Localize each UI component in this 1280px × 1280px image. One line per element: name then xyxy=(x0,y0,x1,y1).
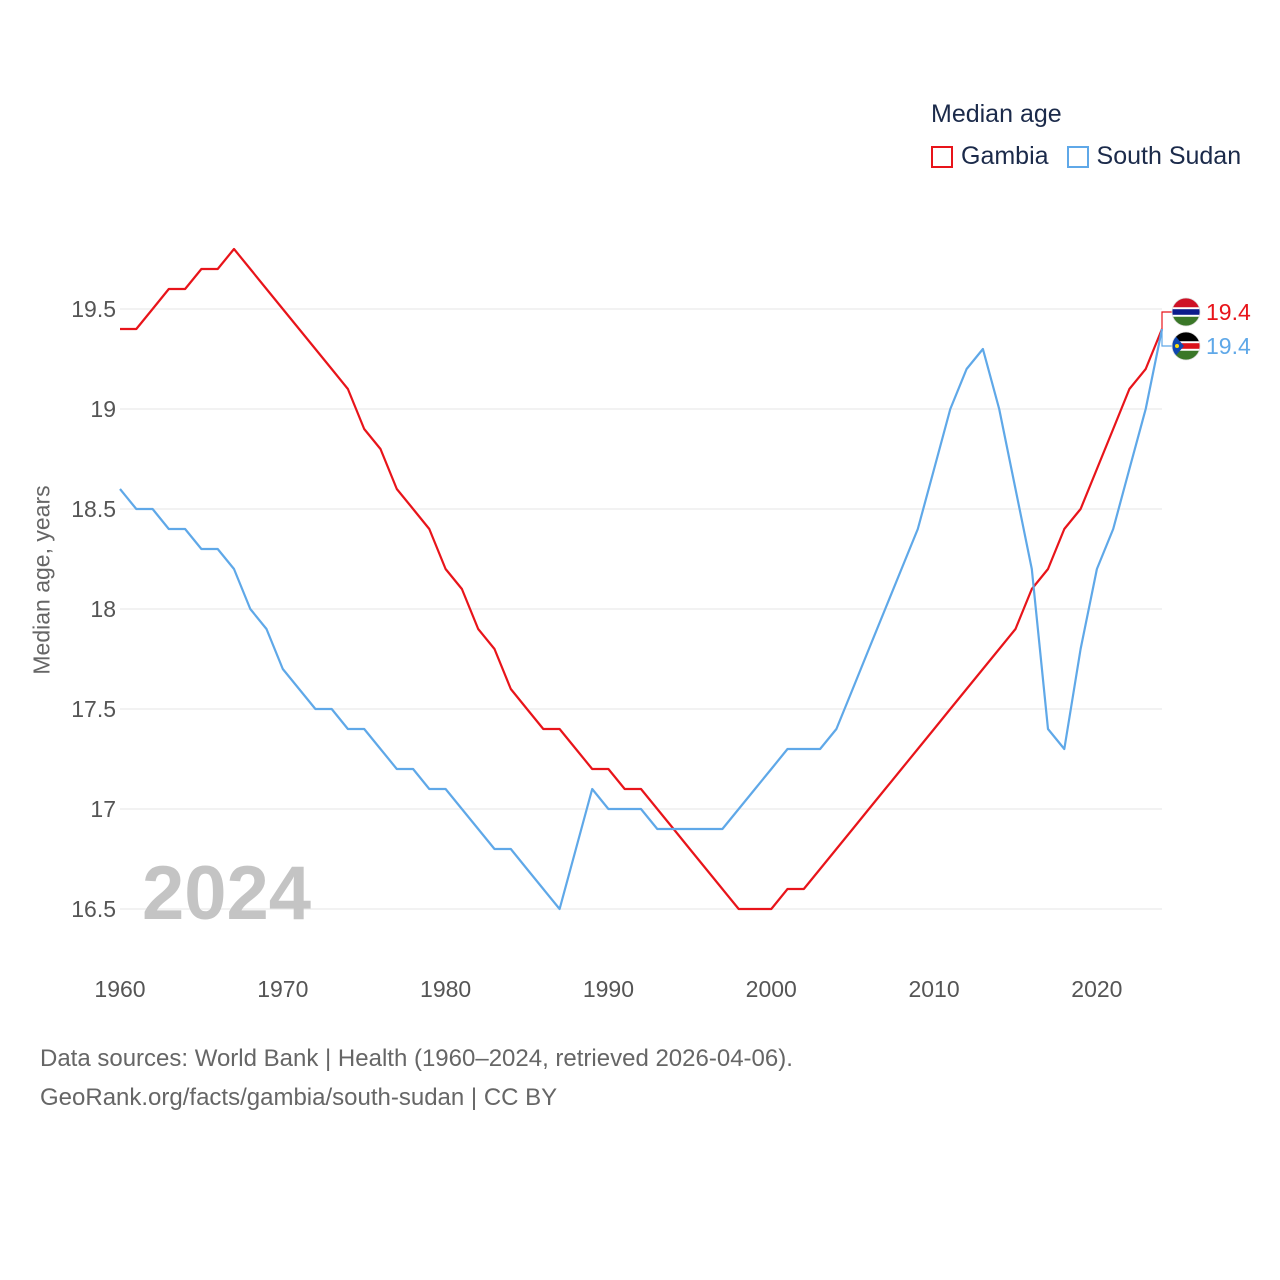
source-line: Data sources: World Bank | Health (1960–… xyxy=(40,1045,793,1072)
flag-south-sudan-icon xyxy=(1172,332,1200,360)
series-line-south-sudan xyxy=(119,328,1164,911)
y-tick-label: 17 xyxy=(90,796,116,822)
legend: Gambia South Sudan xyxy=(931,142,1259,171)
end-value-label: 19.4 xyxy=(1206,299,1251,325)
end-connector xyxy=(1161,311,1172,329)
legend-swatch-south-sudan xyxy=(1066,145,1089,168)
y-tick-label: 18 xyxy=(90,596,116,622)
legend-item-south-sudan[interactable]: South Sudan xyxy=(1066,142,1242,171)
y-tick-label: 17.5 xyxy=(71,696,116,722)
y-axis-ticks: 16.5 17 17.5 18 18.5 19 19.5 xyxy=(71,296,116,922)
gridlines xyxy=(120,308,1162,910)
x-tick-label: 2010 xyxy=(908,976,959,1002)
flag-gambia-icon xyxy=(1172,298,1200,326)
y-tick-label: 16.5 xyxy=(71,896,116,922)
y-axis-title: Median age, years xyxy=(28,485,55,675)
series-line-gambia xyxy=(120,247,1164,911)
y-tick-label: 19 xyxy=(90,396,116,422)
end-labels: 19.4 19.4 xyxy=(1161,297,1251,361)
legend-swatch-gambia xyxy=(931,145,953,168)
x-tick-label: 1970 xyxy=(257,976,308,1002)
x-tick-label: 1960 xyxy=(94,976,145,1002)
x-tick-label: 2000 xyxy=(746,976,797,1002)
end-connector xyxy=(1161,329,1172,347)
legend-item-gambia[interactable]: Gambia xyxy=(931,142,1049,171)
y-tick-label: 19.5 xyxy=(71,296,116,322)
legend-title: Median age xyxy=(931,100,1062,128)
legend-label-gambia: Gambia xyxy=(961,142,1049,170)
year-label: 2024 xyxy=(142,851,312,936)
end-value-label: 19.4 xyxy=(1206,333,1251,359)
x-tick-label: 2020 xyxy=(1071,976,1122,1002)
x-axis-ticks: 1960 1970 1980 1990 2000 2010 2020 xyxy=(94,976,1122,1002)
x-tick-label: 1990 xyxy=(583,976,634,1002)
legend-label-south-sudan: South Sudan xyxy=(1096,142,1242,170)
y-tick-label: 18.5 xyxy=(71,496,116,522)
license-line: GeoRank.org/facts/gambia/south-sudan | C… xyxy=(40,1084,558,1111)
x-tick-label: 1980 xyxy=(420,976,471,1002)
series-lines xyxy=(119,247,1164,911)
